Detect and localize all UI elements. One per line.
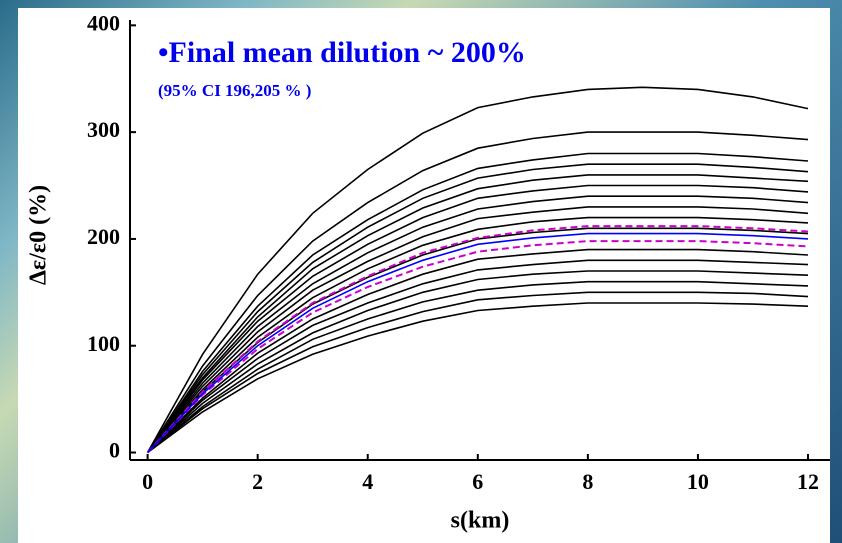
- y-tick-label: 400: [87, 10, 120, 35]
- x-tick-label: 12: [797, 469, 819, 494]
- series-line: [147, 248, 809, 454]
- series-line: [146, 152, 809, 453]
- series-line: [146, 184, 809, 453]
- y-axis-label: Δε/ε0 (%): [26, 185, 52, 285]
- y-tick-label: 0: [109, 438, 120, 463]
- chart-panel: [18, 8, 830, 543]
- series-line: [147, 302, 809, 454]
- x-tick-label: 10: [687, 469, 709, 494]
- series-line: [147, 280, 809, 454]
- series-line: [146, 206, 809, 454]
- y-tick-label: 200: [87, 224, 120, 249]
- series-line: [146, 225, 809, 454]
- x-tick-label: 6: [472, 469, 483, 494]
- chart-title: •Final mean dilution ~ 200%: [158, 36, 526, 69]
- y-tick-label: 300: [87, 117, 120, 142]
- series-line: [147, 259, 809, 454]
- x-axis-label: s(km): [451, 508, 510, 534]
- series-line: [146, 86, 809, 453]
- series-line: [146, 163, 809, 453]
- plot-area: [146, 86, 809, 454]
- series-line: [146, 195, 809, 453]
- series-line: [146, 174, 809, 453]
- series-line: [147, 270, 809, 454]
- x-tick-label: 4: [362, 469, 373, 494]
- series-line: [146, 216, 809, 454]
- series-line: [147, 291, 809, 454]
- x-tick-label: 2: [252, 469, 263, 494]
- series-line: [146, 131, 809, 453]
- x-tick-label: 8: [582, 469, 593, 494]
- y-tick-label: 100: [87, 331, 120, 356]
- x-tick-label: 0: [142, 469, 153, 494]
- chart-subtitle: (95% CI 196,205 % ): [158, 81, 311, 100]
- series-line: [147, 232, 809, 454]
